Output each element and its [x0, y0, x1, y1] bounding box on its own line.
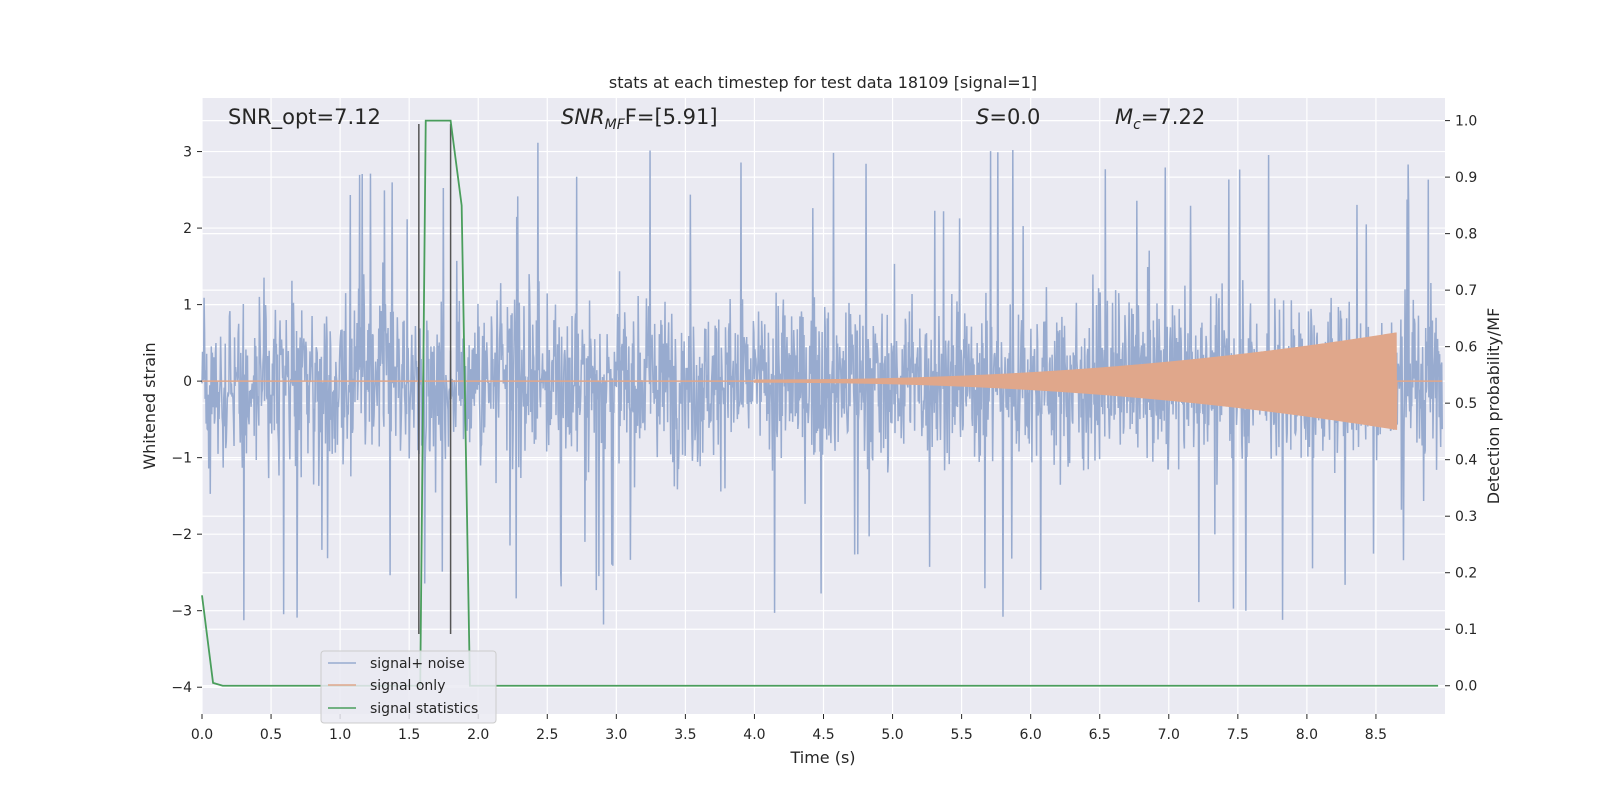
s-annotation: S=0.0	[976, 105, 1040, 129]
y-tick-label: −1	[171, 451, 192, 467]
y-tick-label: −4	[171, 680, 192, 696]
s-rest: =0.0	[989, 105, 1040, 129]
y2-tick-label: 0.4	[1455, 453, 1477, 469]
legend-box	[320, 650, 497, 724]
legend-label-signal-only: signal only	[370, 678, 445, 694]
y2-tick-label: 0.8	[1455, 227, 1477, 243]
y-tick-label: −2	[171, 527, 192, 543]
x-tick-label: 4.5	[812, 727, 834, 743]
y2-axis-ticks: 1.0 0.9 0.8 0.7 0.6 0.5 0.4 0.3 0.2 0.1 0.0	[1445, 114, 1477, 695]
y-tick-label: −3	[171, 604, 192, 620]
x-axis-label: Time (s)	[789, 748, 855, 767]
snr-mf-annotation: SNRMFF=[5.91]	[561, 105, 718, 133]
y-tick-label: 1	[183, 298, 192, 314]
snr-mf-rest: F=[5.91]	[625, 105, 718, 129]
y2-tick-label: 0.7	[1455, 283, 1477, 299]
x-tick-label: 3.0	[605, 727, 627, 743]
signal-only-line	[202, 332, 1443, 430]
chart-title: stats at each timestep for test data 181…	[609, 73, 1037, 92]
y2-tick-label: 0.3	[1455, 509, 1477, 525]
x-tick-label: 6.0	[1020, 727, 1042, 743]
x-tick-label: 8.0	[1296, 727, 1318, 743]
x-tick-label: 4.0	[743, 727, 765, 743]
x-tick-label: 0.5	[260, 727, 282, 743]
y2-tick-label: 0.1	[1455, 622, 1477, 638]
legend-label-signal-noise: signal+ noise	[370, 656, 465, 672]
x-tick-label: 5.5	[950, 727, 972, 743]
x-tick-label: 7.5	[1227, 727, 1249, 743]
legend-label-signal-statistics: signal statistics	[370, 701, 478, 717]
legend: signal+ noise signal only signal statist…	[320, 650, 497, 724]
y2-tick-label: 0.9	[1455, 170, 1477, 186]
x-tick-label: 2.0	[467, 727, 489, 743]
y-tick-label: 2	[183, 221, 192, 237]
x-tick-label: 1.0	[329, 727, 351, 743]
snr-opt-annotation: SNR_opt=7.12	[228, 105, 381, 130]
x-tick-label: 7.0	[1158, 727, 1180, 743]
x-tick-label: 3.5	[674, 727, 696, 743]
y2-axis-label: Detection probability/MF	[1484, 308, 1503, 505]
y2-tick-label: 1.0	[1455, 114, 1477, 130]
snr-mf-main: SNR	[561, 105, 605, 129]
y-axis-label: Whitened strain	[140, 342, 159, 469]
x-tick-label: 1.5	[398, 727, 420, 743]
y2-tick-label: 0.0	[1455, 679, 1477, 695]
x-tick-label: 0.0	[191, 727, 213, 743]
s-main: S	[976, 105, 989, 129]
y-axis-ticks: 3 2 1 0 −1 −2 −3 −4	[171, 145, 202, 696]
mc-rest: =7.22	[1141, 105, 1205, 129]
y2-tick-label: 0.5	[1455, 396, 1477, 412]
vertical-markers	[418, 124, 452, 634]
y-tick-label: 3	[183, 145, 192, 161]
mc-annotation: Mc=7.22	[1115, 105, 1205, 133]
y2-tick-label: 0.2	[1455, 566, 1477, 582]
x-tick-label: 8.5	[1365, 727, 1387, 743]
snr-mf-sub: MF	[605, 117, 626, 133]
x-tick-label: 5.0	[881, 727, 903, 743]
y-tick-label: 0	[183, 374, 192, 390]
x-axis-ticks: 0.0 0.5 1.0 1.5 2.0 2.5 3.0 3.5 4.0 4.5 5.0 5.5 6.0 6…	[191, 714, 1387, 743]
x-tick-label: 6.5	[1089, 727, 1111, 743]
y2-tick-label: 0.6	[1455, 340, 1477, 356]
x-tick-label: 2.5	[536, 727, 558, 743]
mc-main: M	[1115, 105, 1133, 129]
mc-sub: c	[1133, 117, 1141, 133]
signal-only-series	[202, 332, 1443, 430]
